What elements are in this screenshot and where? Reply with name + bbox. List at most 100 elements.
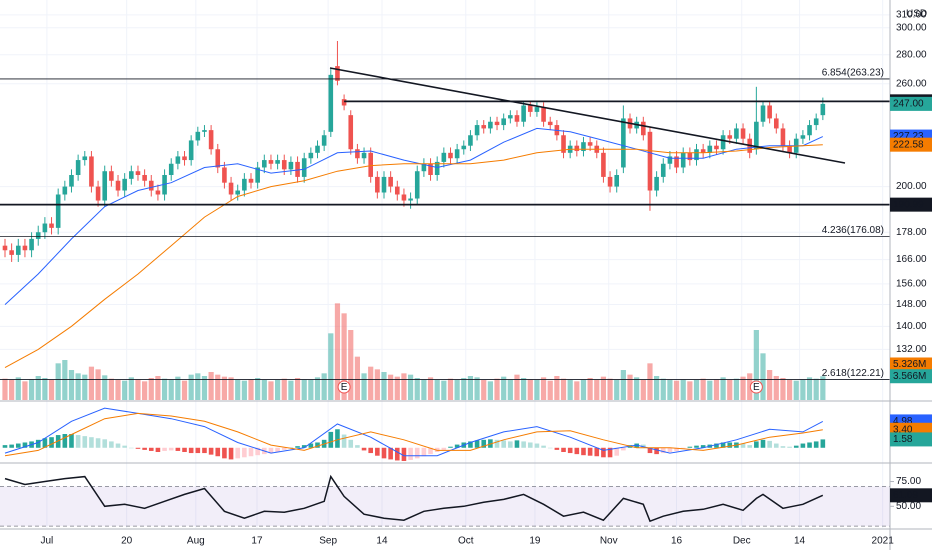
macd-histogram-bar <box>242 447 247 458</box>
candle-body <box>361 152 367 159</box>
volume-bar <box>2 378 8 400</box>
macd-histogram-bar <box>660 447 666 454</box>
macd-histogram-bar <box>215 447 221 457</box>
macd-histogram-bar <box>667 447 673 453</box>
volume-bar <box>248 379 254 400</box>
volume-bar <box>454 380 460 400</box>
macd-histogram-bar <box>428 447 433 455</box>
macd-histogram-bar <box>767 440 772 448</box>
macd-histogram-bar <box>521 441 526 448</box>
macd-histogram-bar <box>694 445 699 448</box>
y-tick-label: 300.00 <box>896 22 927 33</box>
candle-body <box>654 176 659 191</box>
macd-histogram-bar <box>89 437 94 448</box>
candle-body <box>2 245 8 251</box>
y-tick-label: 132.00 <box>896 344 927 355</box>
volume-bar <box>188 374 194 400</box>
macd-histogram-bar <box>375 447 380 456</box>
macd-histogram-bar <box>55 435 61 448</box>
candle-body <box>494 121 500 126</box>
volume-bar <box>594 380 600 400</box>
volume-bar <box>341 313 347 400</box>
candle-body <box>375 176 380 193</box>
volume-bar <box>733 378 740 400</box>
macd-histogram-bar <box>129 447 134 449</box>
macd-histogram-bar <box>773 443 779 448</box>
volume-bar <box>654 376 660 400</box>
macd-histogram-bar <box>508 441 513 448</box>
candle-body <box>135 171 141 176</box>
volume-bar <box>813 378 819 400</box>
volume-bar <box>275 380 281 400</box>
earnings-label: E <box>341 382 348 393</box>
key-level-badge-bg <box>890 197 932 212</box>
volume-bar <box>75 373 81 400</box>
volume-badge: 5.326M <box>893 359 926 370</box>
volume-bar <box>481 380 487 400</box>
volume-bar <box>181 380 188 400</box>
x-tick-label: 19 <box>529 536 541 547</box>
volume-bar <box>713 379 720 400</box>
volume-bar <box>407 374 414 400</box>
y-tick-label: 140.00 <box>896 321 927 332</box>
key-level-badge: 190.99 <box>893 199 924 210</box>
macd-histogram-bar <box>275 447 280 453</box>
volume-bar <box>68 370 75 400</box>
candle-body <box>534 107 540 112</box>
x-tick-label: Oct <box>458 536 474 547</box>
volume-bar <box>108 378 114 400</box>
macd-histogram-bar <box>408 447 413 460</box>
macd-histogram-bar <box>69 434 74 448</box>
macd-histogram-bar <box>315 442 320 448</box>
plot <box>2 41 826 523</box>
volume-bar <box>800 379 806 400</box>
volume-bar <box>175 376 181 400</box>
volume-bar <box>487 381 493 400</box>
volume-badge-bg <box>890 369 932 384</box>
price-badge: 227.23 <box>893 131 924 142</box>
macd-histogram-bar <box>727 442 733 448</box>
volume-bar <box>747 373 753 400</box>
candle-body <box>687 152 693 161</box>
rsi-badge-bg <box>890 488 932 503</box>
macd-histogram-bar <box>807 442 812 448</box>
candle-body <box>102 171 108 201</box>
macd-histogram-bar <box>268 447 274 454</box>
x-tick-label: 20 <box>121 536 133 547</box>
candle-body <box>820 103 826 116</box>
candle-body <box>255 167 260 183</box>
candle-body <box>301 158 307 177</box>
earnings-marker <box>337 380 351 394</box>
candle-body <box>341 99 347 106</box>
candle-body <box>15 245 21 255</box>
candle-body <box>335 66 340 81</box>
volume-bar <box>580 379 587 400</box>
volume-bar <box>135 379 141 400</box>
volume-bar <box>148 378 154 400</box>
macd-histogram-bar <box>142 447 147 450</box>
volume-bar <box>215 374 221 400</box>
macd-histogram-bar <box>109 441 114 448</box>
macd-histogram-bar <box>168 447 174 451</box>
volume-bar <box>142 381 148 400</box>
volume-bar <box>95 369 101 400</box>
volume-bar <box>421 379 427 400</box>
volume-bar <box>308 380 314 400</box>
candle-body <box>195 131 201 141</box>
candle-body <box>454 149 460 159</box>
volume-bar <box>115 380 121 400</box>
macd-histogram-bar <box>474 440 480 448</box>
macd-histogram-bar <box>235 447 241 459</box>
rsi-tick-label: 50.00 <box>896 501 921 512</box>
candle-body <box>49 223 54 228</box>
volume-bar <box>9 380 15 400</box>
macd-histogram-bar <box>820 439 826 448</box>
macd-histogram-bar <box>501 440 506 448</box>
macd-histogram-bar <box>754 441 759 448</box>
macd-histogram-bar <box>494 439 500 448</box>
rsi-line <box>4 474 824 523</box>
volume-bar <box>314 377 321 400</box>
macd-histogram-bar <box>182 447 187 453</box>
macd-histogram-bar <box>561 447 566 453</box>
macd-histogram-bar <box>714 443 719 448</box>
